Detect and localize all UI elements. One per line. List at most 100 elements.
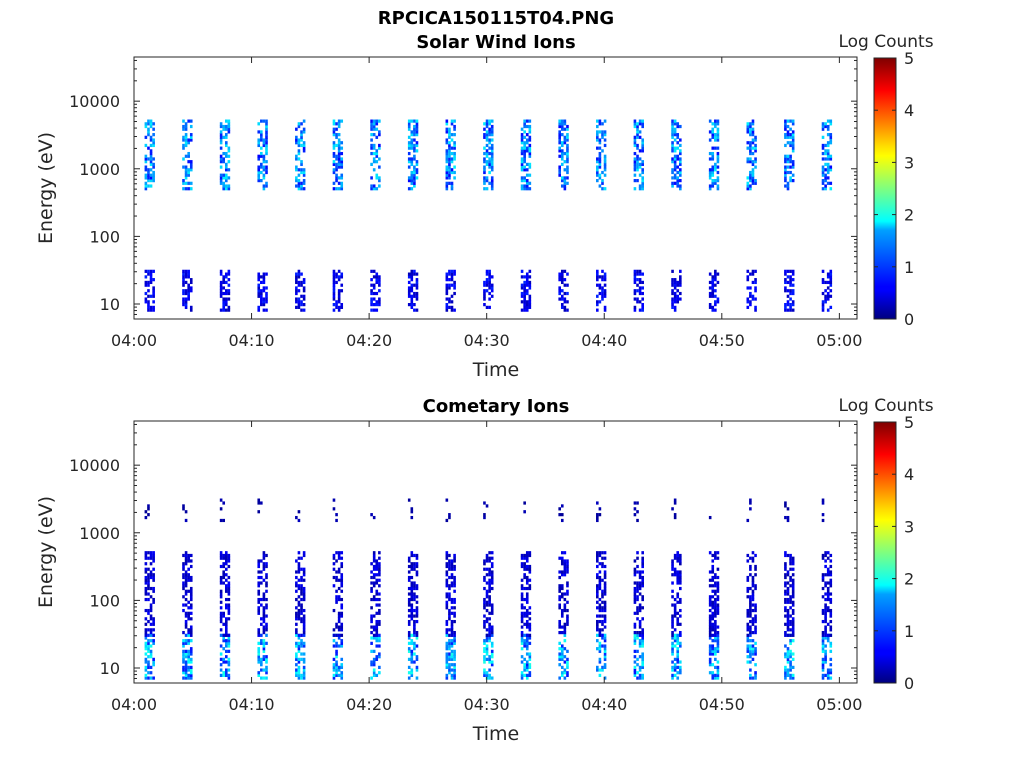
heatmap-cell [445,138,449,142]
heatmap-cell [219,564,223,569]
heatmap-cell [147,122,150,126]
heatmap-cell [144,160,148,164]
heatmap-cell [415,556,419,560]
heatmap-cell [789,289,792,293]
heatmap-cell [483,671,486,675]
heatmap-cell [716,151,720,156]
heatmap-cell [335,655,338,659]
heatmap-cell [520,165,524,169]
heatmap-cell [520,671,524,675]
heatmap-cell [824,603,827,607]
heatmap-cell [746,639,750,643]
heatmap-cell [714,573,717,577]
heatmap-cell [410,510,414,514]
heatmap-cell [337,617,341,621]
heatmap-cell [784,305,787,309]
heatmap-cell [746,633,750,637]
heatmap-cell [295,641,298,645]
heatmap-cell [378,611,381,615]
heatmap-cell [300,641,303,645]
heatmap-cell [219,269,223,273]
heatmap-cell [676,671,680,675]
heatmap-cell [528,135,532,139]
heatmap-cell [824,157,827,161]
heatmap-cell [488,655,491,659]
heatmap-cell [149,665,153,669]
heatmap-cell [829,570,833,574]
heatmap-cell [257,592,261,596]
heatmap-cell [490,181,494,185]
heatmap-cell [821,647,825,651]
heatmap-cell [182,187,185,191]
heatmap-cell [410,143,414,148]
heatmap-cell [746,300,750,304]
heatmap-cell [784,614,787,618]
heatmap-cell [679,162,682,166]
heatmap-cell [488,595,491,599]
heatmap-cell [603,644,607,648]
heatmap-cell [147,507,150,511]
heatmap-cell [332,160,336,164]
heatmap-cell [184,510,188,514]
heatmap-cell [829,294,833,298]
heatmap-cell [791,119,795,123]
heatmap-cell [711,564,715,569]
heatmap-cell [260,559,263,563]
heatmap-cell [789,606,792,610]
heatmap-cell [636,130,639,134]
heatmap-cell [525,578,529,582]
heatmap-cell [603,291,607,296]
heatmap-cell [601,564,604,569]
heatmap-cell [337,151,341,156]
heatmap-cell [603,564,607,569]
heatmap-cell [633,586,637,591]
heatmap-cell [566,160,569,164]
heatmap-cell [378,275,381,279]
heatmap-cell [641,564,644,569]
heatmap-cell [596,584,599,588]
heatmap-cell [560,647,564,651]
heatmap-cell [453,665,456,669]
heatmap-cell [528,617,532,621]
heatmap-cell [673,146,677,150]
colorbar-tick-label: 3 [904,517,914,536]
heatmap-cell [260,170,263,175]
heatmap-cell [601,644,604,648]
heatmap-cell [485,133,489,137]
heatmap-cell [826,165,830,169]
heatmap-cell [528,655,532,659]
heatmap-cell [520,133,524,137]
heatmap-cell [152,165,155,169]
heatmap-cell [520,647,524,651]
heatmap-cell [749,184,752,188]
heatmap-cell [679,173,682,177]
heatmap-cell [219,595,223,599]
heatmap-cell [483,157,486,161]
heatmap-cell [603,676,607,680]
heatmap-cell [671,127,674,131]
y-tick-label: 10 [100,295,120,314]
heatmap-cell [453,127,456,131]
heatmap-cell [641,630,644,635]
heatmap-cell [265,584,268,588]
heatmap-cell [453,119,456,123]
heatmap-cell [415,278,419,282]
heatmap-cell [295,673,298,678]
heatmap-cell [224,556,228,560]
heatmap-cell [563,564,567,569]
heatmap-cell [450,308,454,312]
heatmap-cell [786,553,790,558]
heatmap-cell [300,138,303,142]
heatmap-cell [410,614,414,618]
heatmap-cell [260,597,263,602]
heatmap-cell [746,611,750,615]
heatmap-cell [528,127,532,131]
heatmap-cell [147,513,150,517]
heatmap-cell [791,673,795,678]
heatmap-cell [370,297,373,301]
heatmap-cell [224,641,228,645]
heatmap-cell [297,289,301,293]
heatmap-cell [676,622,680,626]
heatmap-cell [786,619,790,624]
heatmap-cell [749,628,752,632]
